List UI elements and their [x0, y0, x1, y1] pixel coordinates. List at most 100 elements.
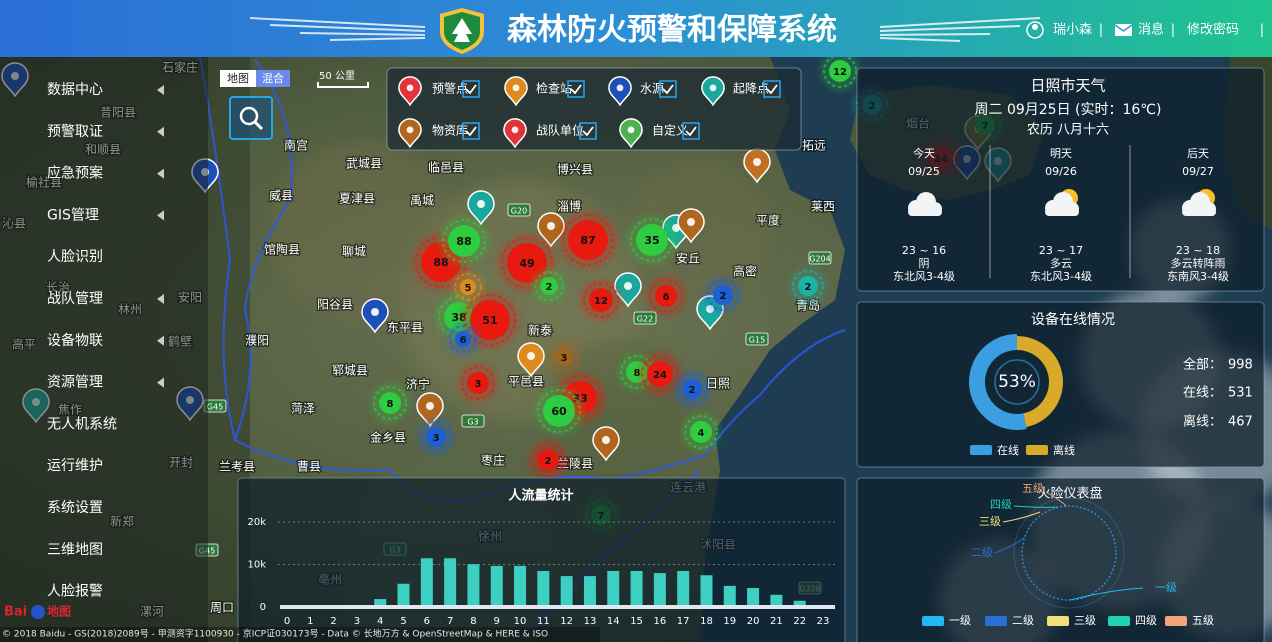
x-tick-label: 10 — [514, 616, 527, 627]
cluster-ring — [792, 270, 824, 302]
cluster-count: 12 — [833, 67, 847, 78]
map-type-label[interactable]: 混合 — [262, 71, 284, 85]
cluster[interactable] — [448, 225, 480, 257]
x-tick-label: 13 — [584, 616, 597, 627]
cluster[interactable] — [682, 379, 702, 399]
menu-item[interactable]: GIS管理 — [47, 207, 99, 223]
map-type-btn[interactable] — [220, 70, 256, 87]
layer-label[interactable]: 物资库 — [432, 123, 468, 138]
y-tick-label: 0 — [260, 602, 266, 613]
road-label: G22 — [637, 315, 653, 324]
messages-link[interactable]: 消息 — [1138, 22, 1164, 38]
gauge-title: 火险仪表盘 — [1037, 486, 1102, 502]
layer-label[interactable]: 预警点 — [432, 81, 468, 96]
search-btn[interactable] — [229, 96, 273, 140]
layer-checkbox[interactable] — [682, 122, 700, 140]
mail-icon[interactable] — [1115, 24, 1132, 36]
cluster[interactable] — [470, 300, 510, 340]
place-label: 日照 — [706, 377, 730, 391]
place-label: 博兴县 — [557, 162, 593, 177]
menu-item[interactable]: 无人机系统 — [47, 416, 117, 432]
menu-item[interactable]: 人脸报警 — [47, 584, 103, 600]
menu-item[interactable]: 三维地图 — [47, 542, 103, 558]
pin-dot — [627, 126, 635, 134]
layer-checkbox[interactable] — [462, 80, 480, 98]
road-label: G20 — [511, 207, 527, 216]
cluster[interactable] — [379, 392, 401, 414]
cluster[interactable] — [543, 395, 575, 427]
menu-item[interactable]: 应急预案 — [47, 165, 103, 182]
cluster[interactable] — [690, 421, 712, 443]
layer-checkbox[interactable] — [462, 122, 480, 140]
cluster[interactable] — [798, 276, 818, 296]
menu-item[interactable]: 战队管理 — [47, 291, 103, 307]
gauge-panel — [856, 477, 1265, 642]
menu-item[interactable]: 预警取证 — [47, 124, 103, 140]
layer-label[interactable]: 水源 — [640, 82, 664, 96]
gauge-level: 二级 — [971, 546, 993, 559]
cluster-count: 24 — [653, 370, 667, 381]
x-tick-label: 22 — [793, 616, 806, 627]
cluster[interactable] — [713, 285, 733, 305]
cluster[interactable] — [568, 220, 608, 260]
day-label: 后天 — [1187, 147, 1209, 160]
legend-swatch — [922, 616, 944, 626]
x-tick-label: 12 — [560, 616, 573, 627]
header-deco — [249, 17, 426, 28]
layer-checkbox[interactable] — [567, 80, 585, 98]
cluster[interactable] — [426, 427, 446, 447]
cluster-count: 88 — [456, 235, 471, 248]
gauge-level: 五级 — [1022, 482, 1044, 495]
legend-swatch — [970, 445, 992, 455]
menu-item[interactable]: 运行维护 — [47, 458, 103, 474]
pin-dot — [753, 158, 761, 166]
place-label: 菏泽 — [291, 402, 315, 416]
cluster[interactable] — [829, 60, 851, 82]
gauge-ring — [1021, 505, 1117, 601]
pin-dot — [709, 84, 717, 92]
map-type-btn[interactable] — [256, 70, 290, 87]
cluster[interactable] — [647, 361, 673, 387]
x-tick-label: 18 — [700, 616, 713, 627]
layer-checkbox[interactable] — [579, 122, 597, 140]
check-mark — [465, 84, 477, 95]
cluster[interactable] — [589, 288, 613, 312]
cluster[interactable] — [460, 279, 476, 295]
cluster[interactable] — [655, 285, 677, 307]
pin-dot — [616, 84, 624, 92]
password-link[interactable]: 修改密码 — [1187, 22, 1239, 38]
layer-label[interactable]: 战队单位 — [536, 123, 584, 138]
menu-item[interactable]: 数据中心 — [47, 82, 103, 98]
layer-checkbox[interactable] — [659, 80, 677, 98]
cluster[interactable] — [467, 372, 489, 394]
layer-label[interactable]: 检查站 — [536, 81, 572, 96]
search-icon — [239, 106, 259, 126]
layer-label[interactable]: 起降点 — [733, 82, 769, 96]
map-type-label[interactable]: 地图 — [227, 72, 249, 85]
header-deco — [329, 37, 426, 41]
cluster[interactable] — [636, 224, 668, 256]
menu-arrow — [157, 294, 164, 304]
day-temp: 23 ~ 16 — [902, 244, 946, 257]
baidu-logo: Bai — [4, 605, 27, 620]
menu-item[interactable]: 设备物联 — [47, 332, 103, 349]
cluster[interactable] — [537, 449, 559, 471]
bar — [514, 565, 527, 605]
cluster[interactable] — [455, 331, 471, 347]
cluster-ring — [449, 325, 477, 353]
cluster[interactable] — [555, 348, 573, 366]
cluster-ring — [464, 294, 516, 346]
layer-checkbox[interactable] — [763, 80, 781, 98]
layer-label[interactable]: 自定义 — [652, 123, 688, 138]
pin-dot — [602, 436, 610, 444]
cluster[interactable] — [540, 277, 558, 295]
road-badge — [745, 332, 769, 346]
place-label: 郓城县 — [332, 364, 368, 378]
menu-item[interactable]: 人脸识别 — [47, 249, 103, 265]
menu-item[interactable]: 资源管理 — [47, 375, 103, 391]
cloud-icon — [1045, 208, 1079, 216]
bar — [677, 571, 690, 605]
bar — [630, 571, 643, 605]
user-name[interactable]: 瑞小森 — [1053, 23, 1092, 38]
menu-item[interactable]: 系统设置 — [47, 500, 103, 516]
